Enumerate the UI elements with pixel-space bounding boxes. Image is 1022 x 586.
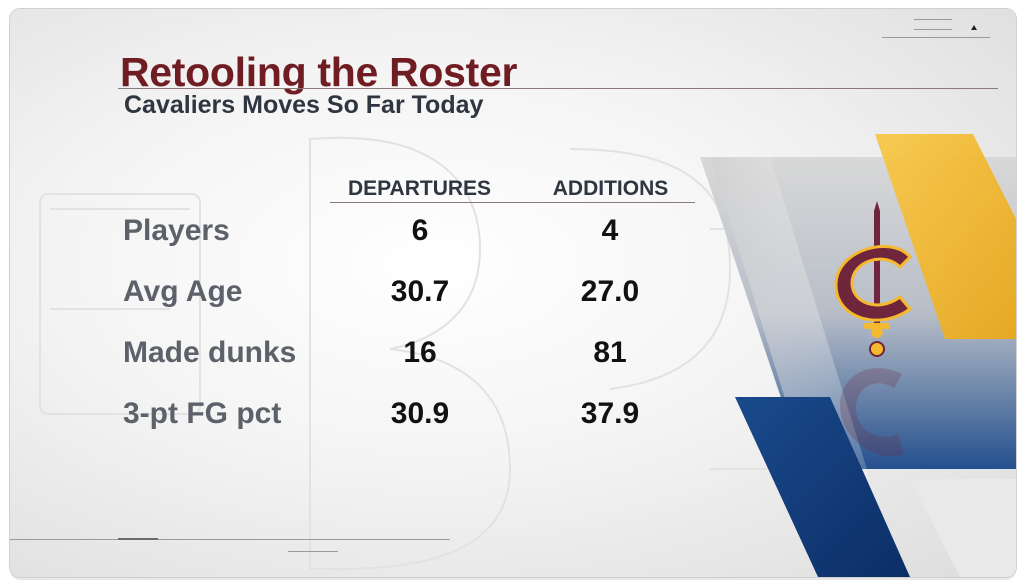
- cavaliers-logo: [834, 201, 913, 457]
- caret-up-icon: [971, 25, 977, 30]
- gold-stripe: [875, 134, 1016, 339]
- column-header-departures: DEPARTURES: [347, 177, 492, 200]
- sword-blade: [874, 211, 880, 331]
- background-art: [39, 134, 1016, 577]
- light-corner: [910, 479, 1016, 577]
- page-subtitle: Cavaliers Moves So Far Today: [124, 91, 484, 119]
- column-header-additions: ADDITIONS: [552, 177, 669, 200]
- bottom-accent: [118, 538, 158, 540]
- value-additions-avg-age: 27.0: [580, 275, 640, 308]
- decor-line: [882, 37, 990, 38]
- row-label-3pt-fg-pct: 3-pt FG pct: [123, 397, 282, 430]
- value-additions-3pt-fg-pct: 37.9: [580, 397, 640, 430]
- value-additions-made-dunks: 81: [593, 336, 627, 369]
- bottom-rule: [10, 539, 450, 540]
- navy-stripe: [735, 397, 910, 577]
- page-title: Retooling the Roster: [120, 49, 518, 95]
- value-departures-made-dunks: 16: [403, 336, 437, 369]
- graphic-panel: Retooling the Roster Cavaliers Moves So …: [10, 9, 1016, 577]
- bottom-rule-short: [288, 551, 338, 552]
- value-departures-players: 6: [411, 214, 429, 247]
- decor-line: [914, 19, 952, 20]
- row-label-players: Players: [123, 214, 230, 247]
- row-label-avg-age: Avg Age: [123, 275, 243, 308]
- value-departures-3pt-fg-pct: 30.9: [390, 397, 450, 430]
- header-divider: [330, 202, 695, 203]
- value-departures-avg-age: 30.7: [390, 275, 450, 308]
- title-divider: [118, 88, 998, 89]
- value-additions-players: 4: [601, 214, 619, 247]
- logo-c: [834, 244, 913, 322]
- row-label-made-dunks: Made dunks: [123, 336, 297, 369]
- decor-line: [914, 29, 952, 30]
